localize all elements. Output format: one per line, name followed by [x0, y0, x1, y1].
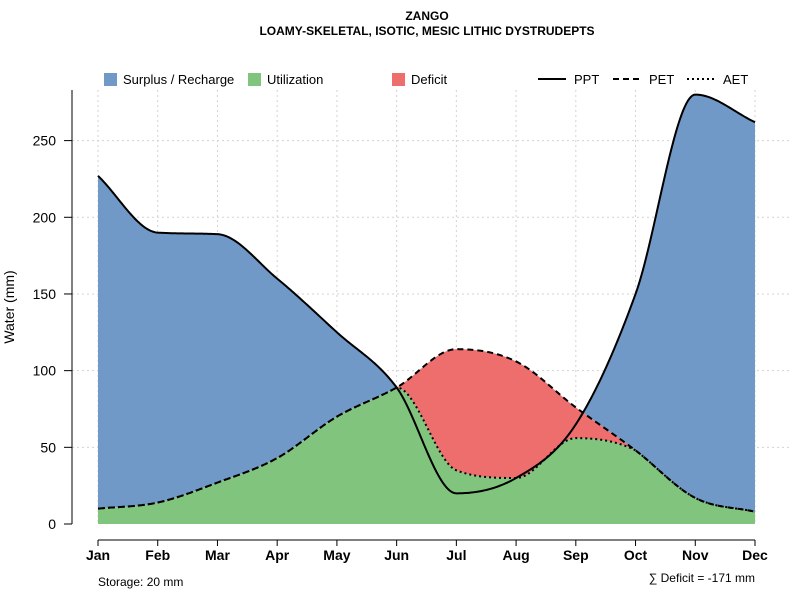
- x-tick-label: Oct: [624, 547, 648, 563]
- x-tick-label: Aug: [502, 547, 529, 563]
- legend: Surplus / Recharge Utilization Deficit P…: [104, 72, 748, 87]
- legend-label-deficit: Deficit: [411, 72, 448, 87]
- y-tick-label: 50: [40, 439, 56, 455]
- x-tick-label: Nov: [682, 547, 709, 563]
- x-tick-label: Jan: [86, 547, 110, 563]
- legend-label-aet: AET: [723, 72, 748, 87]
- area-fills: [98, 94, 755, 524]
- x-tick-label: Mar: [205, 547, 230, 563]
- legend-swatch-deficit: [392, 73, 405, 86]
- legend-swatch-surplus: [104, 73, 117, 86]
- pet-line: [97, 348, 756, 513]
- legend-swatch-utilization: [248, 73, 261, 86]
- deficit-total-note: ∑ Deficit = -171 mm: [649, 571, 755, 585]
- storage-note: Storage: 20 mm: [98, 575, 183, 589]
- y-tick-label: 100: [33, 363, 57, 379]
- legend-label-surplus: Surplus / Recharge: [123, 72, 234, 87]
- axes: [71, 90, 755, 541]
- deficit-area: [98, 349, 755, 512]
- surplus-area: [98, 94, 755, 512]
- x-tick-label: Dec: [742, 547, 768, 563]
- y-tick-label: 200: [33, 209, 57, 225]
- y-tick-label: 0: [48, 516, 56, 532]
- x-tick-label: Apr: [265, 547, 290, 563]
- y-tick-label: 150: [33, 286, 57, 302]
- legend-label-ppt: PPT: [574, 72, 599, 87]
- x-tick-label: Sep: [563, 547, 589, 563]
- y-axis-label: Water (mm): [1, 270, 17, 343]
- utilization-area: [98, 387, 755, 524]
- legend-label-utilization: Utilization: [267, 72, 323, 87]
- series-lines: [97, 93, 756, 513]
- ppt-line: [97, 93, 756, 495]
- chart-title: ZANGO: [405, 9, 448, 23]
- x-tick-label: Jun: [384, 547, 409, 563]
- y-tick-label: 250: [33, 133, 57, 149]
- y-tick-labels: 0 50 100 150 200 250: [33, 133, 72, 532]
- x-tick-labels: Jan Feb Mar Apr May Jun Jul Aug Sep Oct Nov Dec: [86, 540, 768, 563]
- x-tick-label: Feb: [145, 547, 170, 563]
- x-tick-label: May: [323, 547, 350, 563]
- x-tick-label: Jul: [446, 547, 466, 563]
- legend-label-pet: PET: [649, 72, 674, 87]
- chart-subtitle: LOAMY-SKELETAL, ISOTIC, MESIC LITHIC DYS…: [259, 24, 594, 38]
